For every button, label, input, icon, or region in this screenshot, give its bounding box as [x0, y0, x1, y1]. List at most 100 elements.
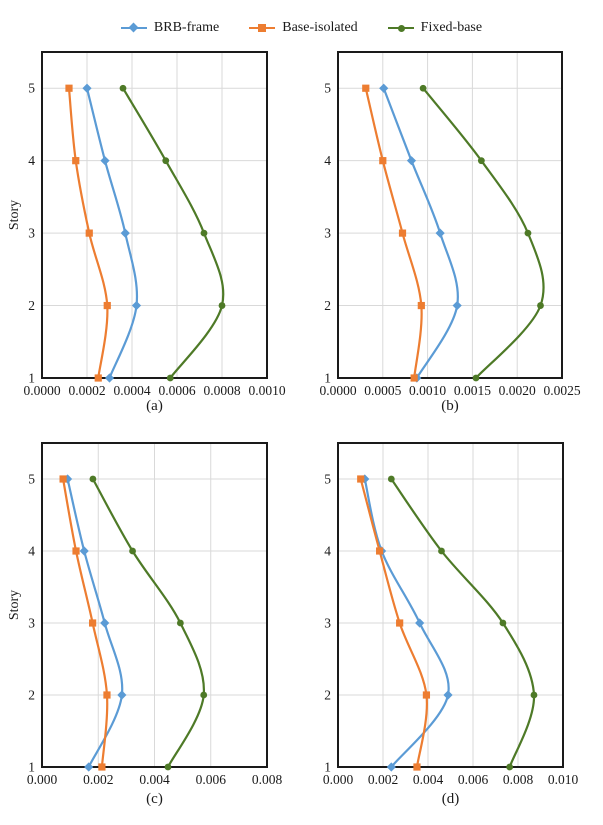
square-marker: [72, 157, 80, 165]
legend-item-brb-frame: BRB-frame: [120, 20, 220, 36]
square-marker: [413, 763, 421, 771]
x-tick-label: 0.0010: [409, 383, 446, 398]
legend-item-base-isolated: Base-isolated: [249, 20, 358, 36]
diamond-marker: [117, 690, 127, 700]
circle-marker: [387, 475, 395, 483]
circle-marker: [506, 763, 514, 771]
x-tick-label: 0.002: [368, 772, 398, 787]
y-tick-label: 1: [324, 371, 331, 386]
square-marker: [89, 619, 97, 627]
diamond-marker: [435, 228, 445, 238]
y-tick-label: 5: [28, 81, 35, 96]
diamond-marker: [82, 83, 92, 93]
diamond-marker: [79, 546, 89, 556]
square-marker: [103, 691, 111, 699]
x-tick-label: 0.004: [413, 772, 444, 787]
circle-icon: [387, 23, 414, 33]
x-tick-label: 0.000: [323, 772, 354, 787]
x-tick-label: 0.0002: [68, 383, 105, 398]
circle-marker: [537, 302, 544, 309]
legend-label-fixed-base: Fixed-base: [420, 20, 483, 35]
x-tick-label: 0.0004: [113, 383, 150, 398]
diamond-icon: [120, 22, 147, 33]
diamond-marker: [452, 300, 462, 311]
subplot-d: 0.000 0.002 0.004 0.006 0.008 0.010 1 2 3 4 5: [323, 442, 579, 787]
x-tick-label: 0.010: [548, 772, 579, 787]
plot-frame: [337, 442, 564, 768]
diamond-marker: [415, 618, 425, 628]
circle-marker: [164, 763, 172, 771]
circle-marker: [524, 229, 532, 237]
diamond-marker: [406, 156, 417, 166]
square-marker: [396, 619, 404, 627]
diamond-marker: [386, 762, 396, 772]
x-tick-label: 0.008: [503, 772, 534, 787]
subplot-b: 0.0000 0.0005 0.0010 0.0015 0.0020 0.0025 1 2 3 4…: [319, 51, 581, 398]
legend-label-base-isolated: Base-isolated: [282, 20, 358, 35]
circle-marker: [129, 547, 136, 555]
x-tick-label: 0.0000: [23, 383, 60, 398]
square-marker: [85, 229, 93, 237]
legend: BRB-frame Base-isolated Fixed-base: [0, 19, 603, 37]
x-tick-label: 0.0025: [543, 383, 580, 398]
x-tick-label: 0.008: [252, 772, 283, 787]
x-tick-label: 0.0010: [248, 383, 285, 398]
square-marker: [65, 84, 73, 92]
circle-marker: [438, 547, 445, 555]
x-tick-label: 0.006: [458, 772, 489, 787]
x-tick-label: 0.0020: [499, 383, 536, 398]
x-tick-label: 0.002: [83, 772, 113, 787]
square-marker: [98, 763, 106, 771]
y-tick-label: 3: [28, 226, 35, 241]
y-tick-label: 1: [324, 760, 331, 775]
y-tick-label: 5: [324, 81, 331, 96]
x-tick-label: 0.0005: [364, 383, 401, 398]
y-tick-label: 3: [28, 616, 35, 631]
square-marker: [357, 475, 365, 483]
circle-marker: [119, 84, 127, 92]
circle-marker: [499, 619, 507, 627]
diamond-marker: [379, 83, 389, 93]
square-marker: [410, 374, 418, 382]
plot-frame: [41, 442, 268, 768]
y-tick-label: 2: [324, 688, 331, 703]
square-marker: [417, 301, 425, 310]
y-axis-label-c: Story: [7, 589, 22, 621]
caption-d: (d): [441, 791, 460, 807]
square-marker: [376, 547, 384, 555]
x-tick-label: 0.004: [139, 772, 170, 787]
y-tick-label: 3: [324, 226, 331, 241]
x-tick-label: 0.006: [196, 772, 227, 787]
circle-marker: [419, 84, 427, 92]
circle-marker: [218, 302, 226, 309]
diamond-marker: [104, 373, 115, 383]
y-tick-label: 5: [28, 472, 35, 487]
square-marker: [379, 157, 387, 165]
square-marker: [362, 84, 370, 92]
y-tick-label: 1: [28, 760, 35, 775]
x-tick-label: 0.0008: [203, 383, 240, 398]
y-tick-label: 3: [324, 616, 331, 631]
y-tick-label: 2: [324, 298, 331, 313]
y-tick-label: 4: [324, 544, 331, 559]
y-tick-label: 4: [28, 153, 35, 168]
circle-marker: [176, 619, 184, 627]
legend-label-brb-frame: BRB-frame: [153, 20, 220, 35]
circle-marker: [162, 157, 170, 165]
circle-marker: [89, 475, 97, 483]
y-tick-label: 2: [28, 688, 35, 703]
y-tick-label: 4: [28, 544, 35, 559]
diamond-marker: [120, 228, 130, 238]
legend-item-fixed-base: Fixed-base: [387, 20, 483, 36]
plot-frame: [337, 51, 563, 379]
subplot-a: 0.0000 0.0002 0.0004 0.0006 0.0008 0.0010 1 2 3 4…: [23, 51, 286, 398]
diamond-marker: [84, 762, 94, 772]
x-tick-label: 0.0006: [158, 383, 195, 398]
circle-marker: [530, 691, 538, 699]
diamond-marker: [443, 690, 453, 700]
y-tick-label: 4: [324, 153, 331, 168]
square-marker: [72, 547, 80, 555]
diamond-marker: [100, 156, 110, 166]
circle-marker: [200, 691, 208, 699]
